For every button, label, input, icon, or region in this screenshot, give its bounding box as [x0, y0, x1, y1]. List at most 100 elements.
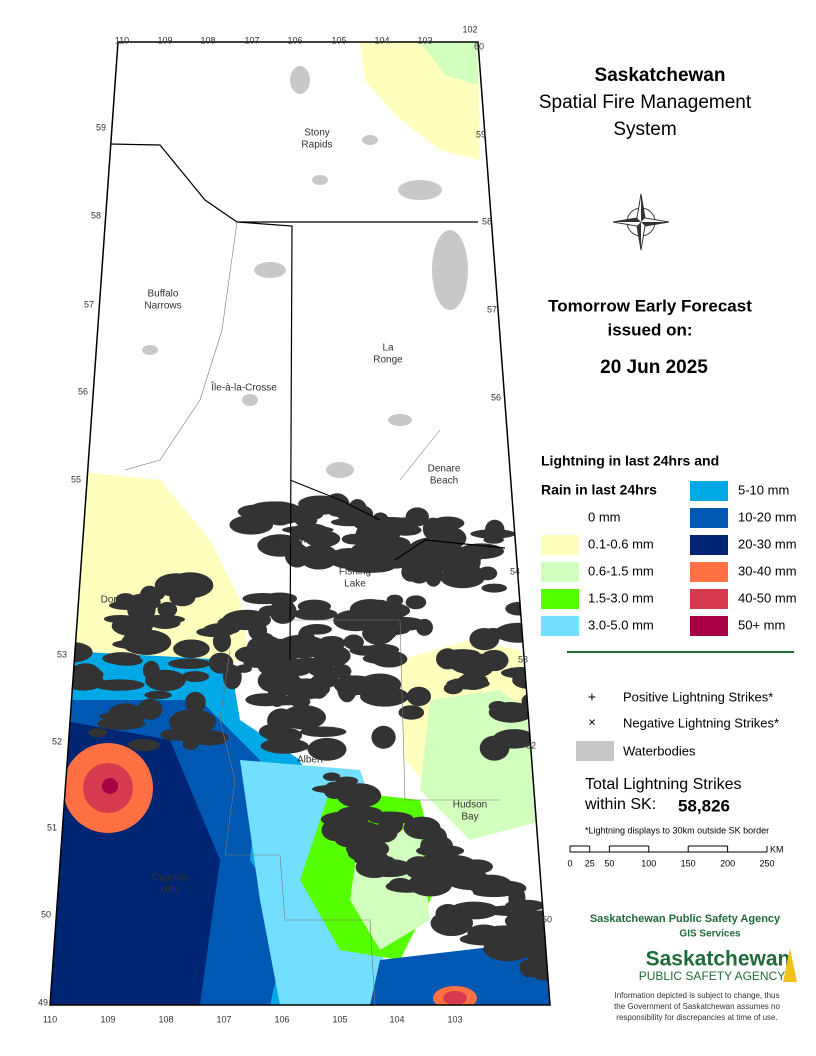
- forecast-heading: issued on:: [607, 320, 692, 339]
- lightning-cluster: [405, 595, 427, 610]
- legend-label: Waterbodies: [623, 743, 696, 758]
- lightning-cluster: [481, 583, 508, 593]
- longitude-label: 109: [100, 1014, 115, 1024]
- lightning-cluster: [248, 621, 268, 641]
- lightning-cluster: [242, 592, 284, 605]
- waterbody: [432, 230, 468, 310]
- lightning-cluster: [349, 645, 384, 656]
- lightning-cluster: [169, 709, 216, 735]
- lightning-cluster: [431, 516, 465, 530]
- subtitle: Spatial Fire Management: [539, 92, 752, 113]
- lightning-cluster: [389, 524, 422, 536]
- lightning-cluster: [473, 930, 494, 944]
- legend-label: 5-10 mm: [738, 482, 789, 497]
- scale-label: 0: [567, 858, 572, 868]
- lightning-cluster: [321, 819, 349, 842]
- place-label: Stony: [304, 128, 330, 139]
- lightning-cluster: [263, 505, 305, 517]
- waterbody: [254, 262, 286, 278]
- latitude-label: 51: [47, 822, 57, 832]
- legend-label: 3.0-5.0 mm: [588, 617, 654, 632]
- latitude-label: 58: [482, 216, 492, 226]
- disclaimer-line: Information depicted is subject to chang…: [615, 991, 780, 1000]
- lightning-cluster: [169, 589, 196, 607]
- lightning-cluster: [457, 673, 489, 691]
- scale-unit: KM: [770, 844, 784, 854]
- scale-label: 150: [681, 858, 696, 868]
- latitude-label: 56: [491, 392, 501, 402]
- lightning-cluster: [469, 628, 500, 651]
- latitude-label: 58: [91, 210, 101, 220]
- legend-label: 50+ mm: [738, 617, 785, 632]
- lightning-cluster: [517, 704, 546, 719]
- lightning-cluster: [401, 562, 421, 582]
- lightning-cluster: [139, 585, 160, 605]
- place-label: Île-à-la-Crosse: [210, 381, 277, 394]
- lightning-cluster: [472, 888, 515, 898]
- longitude-label: 107: [244, 35, 259, 45]
- disclaimer-line: responsibility for discrepancies at time…: [616, 1013, 777, 1022]
- lightning-cluster: [190, 730, 229, 746]
- logo-subtext: PUBLIC SAFETY AGENCY: [639, 969, 786, 983]
- lightning-cluster: [185, 691, 206, 713]
- place-label: Beach: [430, 476, 458, 487]
- lightning-cluster: [307, 737, 347, 761]
- longitude-label: 104: [389, 1014, 404, 1024]
- legend-label: 0.6-1.5 mm: [588, 563, 654, 578]
- lightning-cluster: [173, 639, 210, 659]
- legend-label: 10-20 mm: [738, 509, 797, 524]
- lightning-cluster: [408, 871, 453, 897]
- lightning-cluster: [440, 566, 486, 589]
- lightning-cluster: [324, 493, 350, 517]
- lightning-cluster: [430, 910, 474, 937]
- legend-swatch: [690, 535, 728, 555]
- lightning-cluster: [260, 738, 309, 754]
- scale-bar: 0 25 50 100 150 200 250 KM: [567, 844, 783, 868]
- legend-label: 40-50 mm: [738, 590, 797, 605]
- lightning-cluster: [308, 664, 338, 678]
- lightning-cluster: [481, 925, 530, 938]
- longitude-label: 104: [374, 35, 389, 45]
- forecast-date: 20 Jun 2025: [600, 357, 708, 378]
- lightning-cluster: [107, 703, 145, 729]
- lightning-cluster: [362, 653, 404, 665]
- legend-label: 1.5-3.0 mm: [588, 590, 654, 605]
- lightning-cluster: [259, 695, 308, 706]
- lightning-cluster: [355, 856, 393, 879]
- legend-swatch: [690, 508, 728, 528]
- longitude-label: 103: [417, 35, 432, 45]
- scale-label: 25: [585, 858, 595, 868]
- lightning-cluster: [258, 605, 284, 617]
- lightning-cluster: [302, 552, 334, 565]
- legend-swatch: [541, 508, 579, 528]
- latitude-label: 56: [78, 386, 88, 396]
- lightning-cluster: [300, 726, 347, 738]
- lightning-cluster: [335, 776, 359, 786]
- legend-swatch: [541, 616, 579, 636]
- latitude-label: 49: [38, 997, 48, 1007]
- lightning-cluster: [168, 658, 211, 669]
- legend-swatch: [541, 562, 579, 582]
- agency-unit: GIS Services: [679, 929, 741, 940]
- lightning-cluster: [208, 652, 234, 674]
- lightning-cluster: [68, 663, 102, 690]
- place-label: Weyakwin: [269, 535, 314, 546]
- longitude-label: 107: [216, 1014, 231, 1024]
- rain-area: [420, 690, 545, 840]
- lightning-cluster: [380, 616, 426, 631]
- lightning-cluster: [479, 735, 510, 761]
- lightning-cluster: [366, 811, 414, 825]
- waterbody: [326, 462, 354, 478]
- place-label: Hudson: [453, 800, 487, 811]
- lightning-cluster: [281, 705, 327, 730]
- note: *Lightning displays to 30km outside SK b…: [585, 825, 769, 835]
- lightning-cluster: [531, 952, 550, 965]
- scale-label: 100: [641, 858, 656, 868]
- lightning-cluster: [483, 535, 504, 544]
- lightning-cluster: [294, 512, 318, 527]
- place-label: Fishing: [339, 567, 371, 578]
- legend-label: 0.1-0.6 mm: [588, 536, 654, 551]
- title: Saskatchewan: [595, 65, 726, 86]
